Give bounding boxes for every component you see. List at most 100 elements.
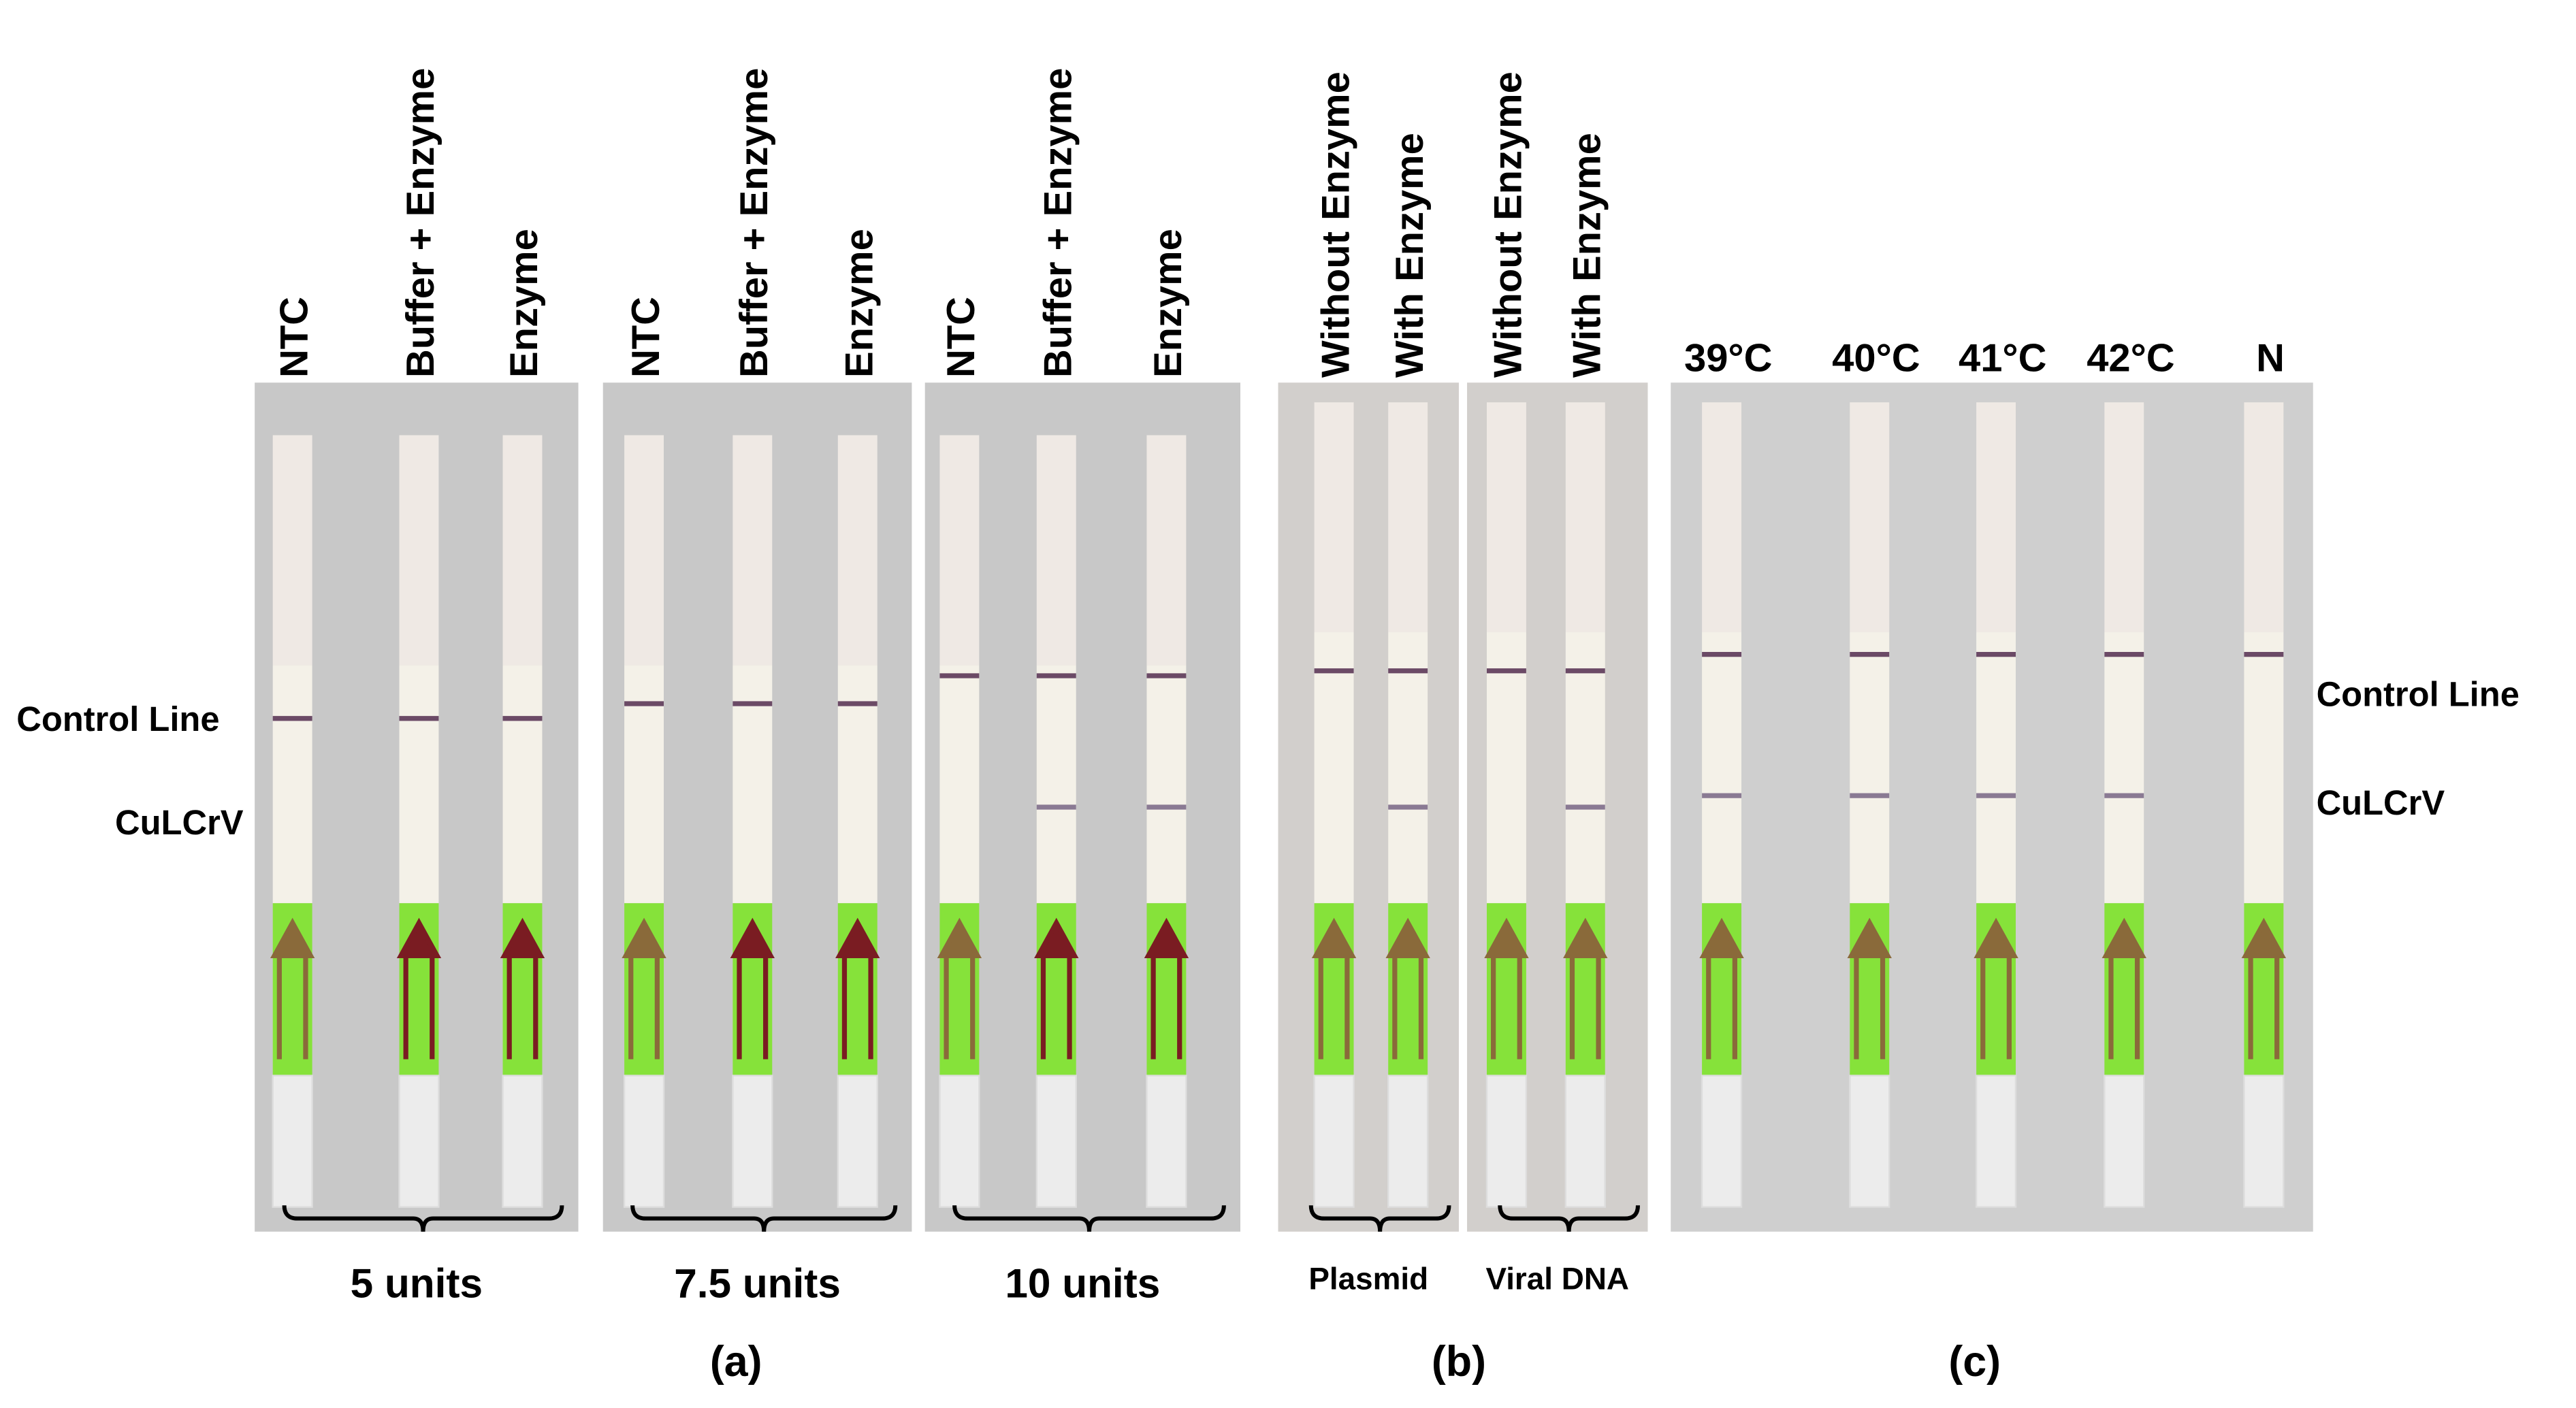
control-line xyxy=(2244,652,2284,657)
control-line xyxy=(1976,652,2016,657)
strip-arrow xyxy=(2241,917,2287,1060)
control-line xyxy=(1314,668,1354,674)
lane-label: 39°C xyxy=(1684,336,1772,380)
strip-membrane xyxy=(399,665,439,904)
test-line xyxy=(1146,804,1187,810)
lane-label: With Enzyme xyxy=(1388,133,1432,378)
strip-pad xyxy=(1035,1075,1077,1208)
bracket xyxy=(952,1205,1226,1232)
strip-pad xyxy=(1564,1075,1606,1208)
control-line xyxy=(399,716,439,721)
strip-membrane xyxy=(837,665,878,904)
strip-arrow xyxy=(730,917,775,1060)
strip-membrane xyxy=(624,665,664,904)
lane-label: 40°C xyxy=(1832,336,1920,380)
strip-membrane xyxy=(2104,632,2144,904)
strip-arrow xyxy=(1311,917,1357,1060)
strip-top xyxy=(1850,402,1890,633)
lane-label: Without Enzyme xyxy=(1487,71,1530,378)
strip-pad xyxy=(2104,1075,2145,1208)
strip-membrane xyxy=(1146,665,1187,904)
strip-arrow xyxy=(1699,917,1744,1060)
strip-pad xyxy=(837,1075,878,1208)
strip-membrane xyxy=(272,665,312,904)
lane-label: With Enzyme xyxy=(1565,133,1609,378)
group-label: Plasmid xyxy=(1308,1261,1428,1296)
strip-arrow xyxy=(1974,917,2018,1060)
strip-membrane xyxy=(939,665,980,904)
strip-arrow xyxy=(937,917,982,1060)
control-line xyxy=(1036,673,1076,678)
lane-label: Enzyme xyxy=(1146,229,1190,378)
lane-label: Buffer + Enzyme xyxy=(1036,68,1080,378)
strip-pad xyxy=(1485,1075,1528,1208)
test-line xyxy=(1702,793,1742,798)
strip-top xyxy=(1702,402,1742,633)
strip-top xyxy=(502,435,543,666)
strip-pad xyxy=(2243,1075,2285,1208)
strip-arrow xyxy=(270,917,315,1060)
control-line xyxy=(1388,668,1428,674)
strip-pad xyxy=(272,1075,313,1208)
bracket xyxy=(1498,1205,1641,1232)
lane-label: 42°C xyxy=(2087,336,2174,380)
strip-arrow xyxy=(1385,917,1430,1060)
strip-arrow xyxy=(1144,917,1189,1060)
control-line xyxy=(2104,652,2144,657)
caption: (c) xyxy=(1948,1338,2001,1386)
strip-membrane xyxy=(1486,632,1526,904)
group-label: 7.5 units xyxy=(674,1260,841,1306)
test-line xyxy=(2104,793,2144,798)
control-line xyxy=(272,716,312,721)
lane-label: Enzyme xyxy=(837,229,881,378)
test-line xyxy=(1388,804,1428,810)
strip-top xyxy=(1388,402,1428,633)
bracket xyxy=(630,1205,898,1232)
strip-pad xyxy=(939,1075,980,1208)
strip-membrane xyxy=(1702,632,1742,904)
strip-top xyxy=(272,435,312,666)
strip-pad xyxy=(1975,1075,2017,1208)
strip-pad xyxy=(398,1075,440,1208)
row-label: CuLCrV xyxy=(115,803,244,842)
bracket xyxy=(1308,1205,1451,1232)
strip-top xyxy=(1146,435,1187,666)
test-line xyxy=(1976,793,2016,798)
strip-top xyxy=(1565,402,1605,633)
strip-top xyxy=(939,435,980,666)
row-label: Control Line xyxy=(2317,675,2519,714)
caption: (a) xyxy=(710,1338,762,1386)
strip-arrow xyxy=(1484,917,1529,1060)
test-line xyxy=(1850,793,1890,798)
strip-arrow xyxy=(1847,917,1892,1060)
strip-pad xyxy=(732,1075,773,1208)
control-line xyxy=(624,701,664,706)
strip-membrane xyxy=(1976,632,2016,904)
strip-pad xyxy=(502,1075,543,1208)
test-line xyxy=(1036,804,1076,810)
lane-label: Buffer + Enzyme xyxy=(732,68,776,378)
strip-arrow xyxy=(1563,917,1608,1060)
strip-pad xyxy=(1849,1075,1890,1208)
strip-membrane xyxy=(502,665,543,904)
strip-arrow xyxy=(2102,917,2146,1060)
strip-pad xyxy=(1313,1075,1355,1208)
strip-membrane xyxy=(1565,632,1605,904)
lane-label: Without Enzyme xyxy=(1314,71,1357,378)
control-line xyxy=(502,716,543,721)
strip-membrane xyxy=(1388,632,1428,904)
strip-arrow xyxy=(835,917,880,1060)
strip-top xyxy=(399,435,439,666)
strip-top xyxy=(837,435,878,666)
row-label: CuLCrV xyxy=(2317,783,2445,822)
control-line xyxy=(732,701,773,706)
lane-label: 41°C xyxy=(1959,336,2046,380)
group-label: 10 units xyxy=(1005,1260,1160,1306)
strip-membrane xyxy=(2244,632,2284,904)
control-line xyxy=(1702,652,1742,657)
panel-bg xyxy=(1278,382,1459,1232)
row-label: Control Line xyxy=(16,700,219,738)
test-line xyxy=(1565,804,1605,810)
